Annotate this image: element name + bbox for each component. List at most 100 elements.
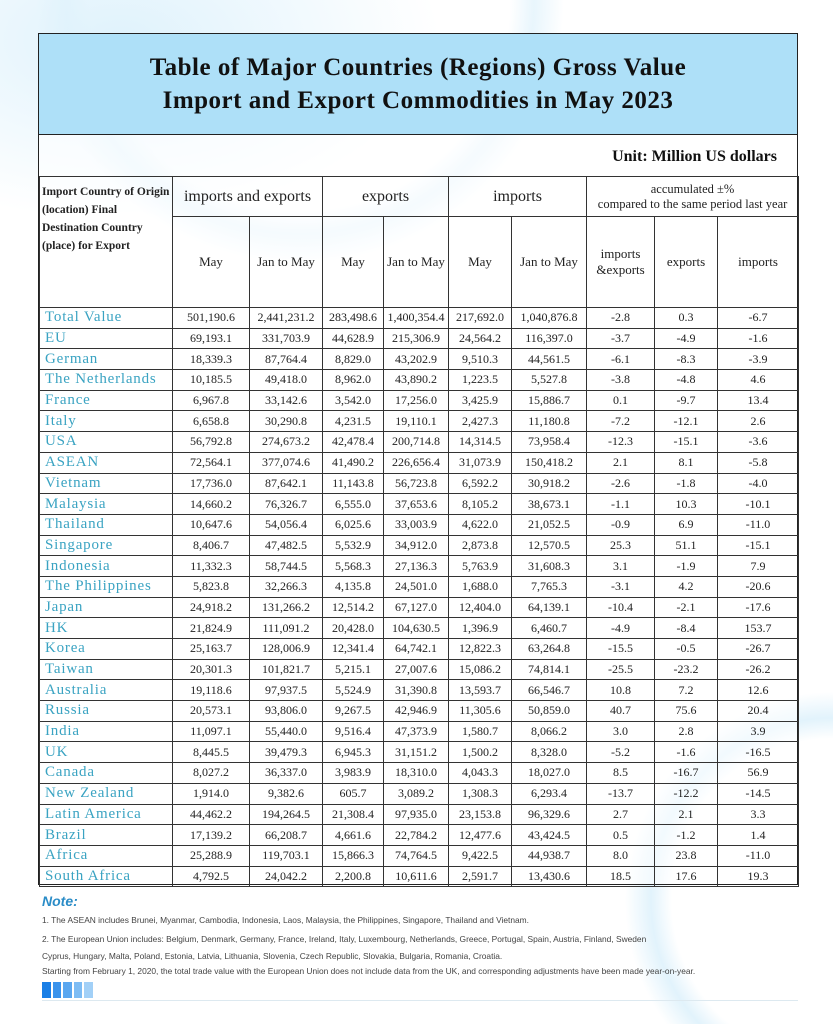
value-cell: 19.3 — [717, 865, 800, 888]
unit-row: Unit: Million US dollars — [39, 134, 797, 177]
value-cell: -4.9 — [654, 327, 719, 350]
value-cell: 8.1 — [654, 451, 719, 474]
value-cell: -3.9 — [717, 348, 800, 371]
value-cell: 3.1 — [586, 555, 656, 577]
table-row: Singapore 8,406.7 47,482.5 5,532.9 34,912.0 2… — [39, 534, 800, 557]
value-cell: 119,703.1 — [249, 844, 323, 867]
table-row: UK 8,445.5 39,479.3 6,945.3 31,151.2 1,500.2 8… — [39, 741, 800, 764]
value-cell: 8,066.2 — [511, 720, 588, 743]
value-cell: 1.4 — [717, 824, 800, 846]
value-cell: 31,608.3 — [511, 555, 588, 577]
value-cell: 104,630.5 — [382, 617, 450, 639]
table-row: HK 21,824.9 111,091.2 20,428.0 104,630.5 1,39… — [39, 617, 800, 639]
color-block — [84, 982, 93, 998]
value-cell: 55,440.0 — [249, 720, 323, 743]
value-cell: -13.7 — [586, 782, 656, 805]
value-cell: 6,460.7 — [511, 617, 588, 639]
value-cell: 44,628.9 — [322, 327, 384, 350]
value-cell: 377,074.6 — [249, 451, 323, 474]
value-cell: -1.6 — [717, 327, 800, 350]
value-cell: 1,396.9 — [448, 617, 513, 639]
value-cell: -8.3 — [654, 348, 719, 371]
value-cell: -4.8 — [654, 369, 719, 391]
page-title-line1: Table of Major Countries (Regions) Gross… — [149, 54, 687, 81]
title-band: Table of Major Countries (Regions) Gross… — [39, 34, 797, 135]
table-row: USA 56,792.8 274,673.2 42,478.4 200,714.8 14,… — [39, 431, 800, 453]
value-cell: 15,866.3 — [322, 844, 384, 867]
value-cell: 8,406.7 — [172, 534, 250, 557]
value-cell: 12,477.6 — [448, 824, 513, 846]
country-name: Japan — [39, 596, 173, 619]
value-cell: -1.6 — [654, 741, 719, 764]
value-cell: 39,479.3 — [249, 741, 323, 764]
value-cell: 47,482.5 — [249, 534, 323, 557]
value-cell: -4.9 — [586, 617, 656, 639]
value-cell: 215,306.9 — [382, 327, 450, 350]
value-cell: 50,859.0 — [511, 700, 588, 722]
value-cell: 20,428.0 — [322, 617, 384, 639]
value-cell: 2.8 — [654, 720, 719, 743]
value-cell: -11.0 — [717, 513, 800, 536]
value-cell: 7.9 — [717, 555, 800, 577]
value-cell: 194,264.5 — [249, 803, 323, 826]
country-name: Indonesia — [39, 555, 173, 577]
value-cell: 5,524.9 — [322, 679, 384, 702]
country-name: HK — [39, 617, 173, 639]
table-row: Brazil 17,139.2 66,208.7 4,661.6 22,784.2 12,… — [39, 824, 800, 846]
value-cell: -3.6 — [717, 431, 800, 453]
country-name: Thailand — [39, 513, 173, 536]
divider — [42, 1000, 798, 1001]
value-cell: 13,593.7 — [448, 679, 513, 702]
country-name: Latin America — [39, 803, 173, 826]
value-cell: 12,514.2 — [322, 596, 384, 619]
value-cell: 75.6 — [654, 700, 719, 722]
value-cell: 17,139.2 — [172, 824, 250, 846]
value-cell: 1,223.5 — [448, 369, 513, 391]
value-cell: -3.1 — [586, 575, 656, 598]
value-cell: 15,886.7 — [511, 389, 588, 412]
value-cell: 8,105.2 — [448, 493, 513, 515]
value-cell: 331,703.9 — [249, 327, 323, 350]
value-cell: 22,784.2 — [382, 824, 450, 846]
value-cell: 4,043.3 — [448, 762, 513, 784]
value-cell: 76,326.7 — [249, 493, 323, 515]
column-header: imports &exports — [586, 216, 656, 308]
value-cell: 7,765.3 — [511, 575, 588, 598]
country-name: New Zealand — [39, 782, 173, 805]
country-name: Brazil — [39, 824, 173, 846]
value-cell: 12,570.5 — [511, 534, 588, 557]
country-name: South Africa — [39, 865, 173, 888]
accumulated-label: accumulated ±% — [650, 181, 735, 196]
value-cell: 605.7 — [322, 782, 384, 805]
value-cell: 150,418.2 — [511, 451, 588, 474]
value-cell: 0.3 — [654, 307, 719, 329]
value-cell: 11,097.1 — [172, 720, 250, 743]
value-cell: 24,564.2 — [448, 327, 513, 350]
value-cell: 12.6 — [717, 679, 800, 702]
value-cell: -6.1 — [586, 348, 656, 371]
value-cell: 3,542.0 — [322, 389, 384, 412]
country-name: The Philippines — [39, 575, 173, 598]
value-cell: 19,110.1 — [382, 410, 450, 433]
value-cell: 6,945.3 — [322, 741, 384, 764]
value-cell: 6,293.4 — [511, 782, 588, 805]
value-cell: 15,086.2 — [448, 658, 513, 681]
value-cell: 74,814.1 — [511, 658, 588, 681]
value-cell: 8.5 — [586, 762, 656, 784]
group-header-imports: imports — [448, 176, 588, 217]
value-cell: 7.2 — [654, 679, 719, 702]
value-cell: 96,329.6 — [511, 803, 588, 826]
value-cell: 64,139.1 — [511, 596, 588, 619]
value-cell: 10,185.5 — [172, 369, 250, 391]
value-cell: -23.2 — [654, 658, 719, 681]
decorative-blocks — [42, 982, 93, 998]
value-cell: 9,422.5 — [448, 844, 513, 867]
value-cell: 18,027.0 — [511, 762, 588, 784]
value-cell: 1,040,876.8 — [511, 307, 588, 329]
value-cell: 25.3 — [586, 534, 656, 557]
value-cell: 226,656.4 — [382, 451, 450, 474]
table-row: New Zealand 1,914.0 9,382.6 605.7 3,089.2 1,3… — [39, 782, 800, 805]
accumulated-sublabel: compared to the same period last year — [597, 196, 788, 211]
value-cell: 5,527.8 — [511, 369, 588, 391]
value-cell: -5.8 — [717, 451, 800, 474]
